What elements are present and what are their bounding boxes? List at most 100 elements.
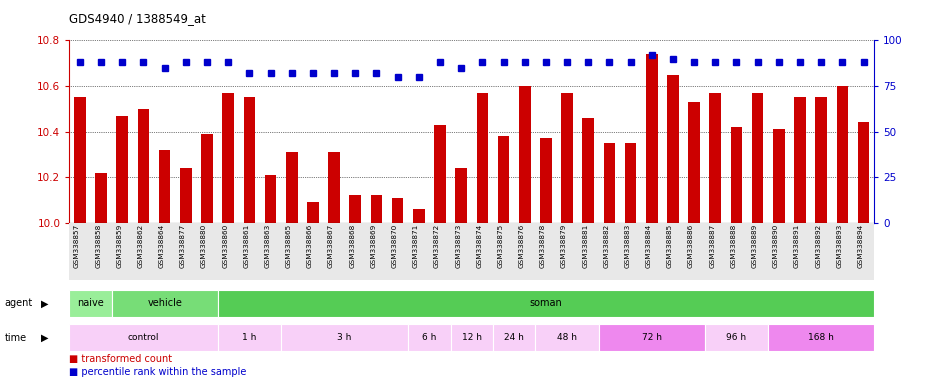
Text: 72 h: 72 h [642, 333, 661, 343]
Text: GSM338874: GSM338874 [476, 224, 482, 268]
Text: GSM338886: GSM338886 [688, 224, 694, 268]
Bar [392, 198, 403, 223]
Bar [561, 93, 573, 223]
Text: GSM338866: GSM338866 [307, 224, 313, 268]
Bar [95, 172, 107, 223]
Bar [69, 324, 217, 351]
Text: 24 h: 24 h [504, 333, 524, 343]
Text: GSM338859: GSM338859 [117, 224, 122, 268]
Bar [498, 136, 510, 223]
Text: GSM338868: GSM338868 [350, 224, 355, 268]
Text: GSM338888: GSM338888 [731, 224, 736, 268]
Text: GSM338876: GSM338876 [519, 224, 524, 268]
Text: ▶: ▶ [41, 298, 48, 308]
Text: vehicle: vehicle [147, 298, 182, 308]
Bar [536, 324, 598, 351]
Bar [836, 86, 848, 223]
Text: 6 h: 6 h [422, 333, 437, 343]
Text: GSM338864: GSM338864 [159, 224, 165, 268]
Text: GSM338889: GSM338889 [752, 224, 758, 268]
Text: GSM338884: GSM338884 [646, 224, 652, 268]
Text: GSM338892: GSM338892 [815, 224, 821, 268]
Text: GSM338865: GSM338865 [286, 224, 291, 268]
Bar [413, 209, 425, 223]
Text: GSM338861: GSM338861 [243, 224, 250, 268]
Bar [773, 129, 784, 223]
Bar [667, 74, 679, 223]
Bar [112, 290, 217, 317]
Text: GSM338857: GSM338857 [74, 224, 80, 268]
Text: GSM338872: GSM338872 [434, 224, 440, 268]
Bar [583, 118, 594, 223]
Bar [265, 175, 277, 223]
Text: GSM338893: GSM338893 [836, 224, 843, 268]
Bar [540, 138, 551, 223]
Bar [281, 324, 408, 351]
Text: GSM338882: GSM338882 [603, 224, 610, 268]
Text: GSM338860: GSM338860 [222, 224, 228, 268]
Bar [159, 150, 170, 223]
Text: control: control [128, 333, 159, 343]
Bar [222, 93, 234, 223]
Bar [180, 168, 191, 223]
Text: 168 h: 168 h [808, 333, 834, 343]
Text: GSM338871: GSM338871 [413, 224, 419, 268]
Text: GSM338881: GSM338881 [582, 224, 588, 268]
Bar [705, 324, 769, 351]
Bar [476, 93, 488, 223]
Text: naive: naive [77, 298, 104, 308]
Bar [408, 324, 450, 351]
Bar [519, 86, 531, 223]
Bar [69, 290, 112, 317]
Text: ▶: ▶ [41, 333, 48, 343]
Bar [815, 97, 827, 223]
Bar [604, 143, 615, 223]
Text: ■ transformed count: ■ transformed count [69, 354, 172, 364]
Text: agent: agent [5, 298, 33, 308]
Text: 1 h: 1 h [242, 333, 256, 343]
Text: GSM338873: GSM338873 [455, 224, 462, 268]
Text: 3 h: 3 h [338, 333, 352, 343]
Bar [307, 202, 319, 223]
Text: GSM338879: GSM338879 [561, 224, 567, 268]
Bar [709, 93, 722, 223]
Bar [243, 97, 255, 223]
Text: GSM338869: GSM338869 [370, 224, 376, 268]
Text: GSM338885: GSM338885 [667, 224, 672, 268]
Text: GSM338863: GSM338863 [265, 224, 270, 268]
Text: soman: soman [529, 298, 562, 308]
Bar [217, 290, 874, 317]
Text: 96 h: 96 h [726, 333, 746, 343]
Text: GDS4940 / 1388549_at: GDS4940 / 1388549_at [69, 12, 206, 25]
Bar [350, 195, 361, 223]
Text: GSM338887: GSM338887 [709, 224, 715, 268]
Bar [371, 195, 382, 223]
Bar [752, 93, 763, 223]
Bar [688, 102, 700, 223]
Bar [493, 324, 536, 351]
Text: GSM338891: GSM338891 [794, 224, 800, 268]
Text: GSM338890: GSM338890 [772, 224, 779, 268]
Text: GSM338875: GSM338875 [498, 224, 503, 268]
Bar [328, 152, 339, 223]
Bar [795, 97, 806, 223]
Bar [598, 324, 705, 351]
Text: GSM338867: GSM338867 [328, 224, 334, 268]
Text: GSM338870: GSM338870 [391, 224, 398, 268]
Bar [450, 324, 493, 351]
Bar [857, 122, 869, 223]
Text: GSM338880: GSM338880 [201, 224, 207, 268]
Bar [117, 116, 129, 223]
Bar [624, 143, 636, 223]
Bar [286, 152, 298, 223]
Text: GSM338894: GSM338894 [857, 224, 864, 268]
Text: ■ percentile rank within the sample: ■ percentile rank within the sample [69, 367, 247, 377]
Text: GSM338883: GSM338883 [624, 224, 631, 268]
Bar [217, 324, 281, 351]
Bar [455, 168, 467, 223]
Bar [74, 97, 86, 223]
Bar [434, 125, 446, 223]
Text: 12 h: 12 h [462, 333, 482, 343]
Text: time: time [5, 333, 27, 343]
Bar [769, 324, 874, 351]
